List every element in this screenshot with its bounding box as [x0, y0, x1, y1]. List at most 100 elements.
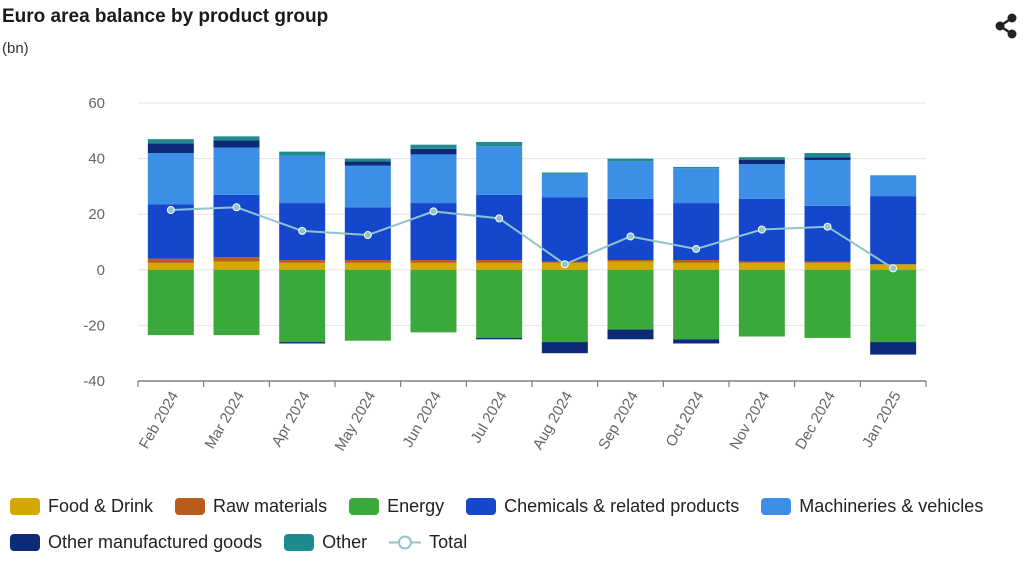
total-point [363, 231, 372, 240]
bar-segment-energy [541, 269, 588, 343]
bar-segment-machineries-vehicles [607, 161, 654, 199]
bar-segment-raw-materials [410, 260, 457, 263]
bar-segment-other-manufactured-goods [607, 329, 654, 340]
bar-segment-energy [804, 269, 851, 338]
bar-segment-other-manufactured-goods [738, 159, 785, 165]
legend-label: Other [322, 531, 368, 552]
total-point [298, 226, 307, 235]
total-point [429, 207, 438, 216]
x-tick-label: Mar 2024 [202, 389, 248, 452]
y-tick-label: 60 [88, 95, 105, 112]
x-tick-label: Jan 2025 [859, 389, 905, 451]
bar-segment-food-drink [673, 262, 720, 270]
bar-segment-energy [279, 269, 326, 343]
bar-segment-chemicals-related-products [870, 196, 917, 265]
total-point [889, 264, 898, 273]
bar-segment-other-manufactured-goods [410, 148, 457, 155]
x-tick-label: Aug 2024 [529, 389, 576, 453]
y-tick-label: 0 [97, 262, 105, 279]
x-tick-label: Jul 2024 [468, 388, 511, 446]
bar-segment-other-manufactured-goods [213, 140, 260, 148]
legend-label: Food & Drink [48, 495, 154, 516]
legend-swatch [466, 497, 497, 515]
bar-segment-chemicals-related-products [607, 198, 654, 261]
y-tick-label: 20 [88, 206, 105, 223]
bar-segment-machineries-vehicles [476, 146, 523, 195]
bar-segment-energy [213, 269, 260, 336]
bar-segment-other-manufactured-goods [673, 339, 720, 344]
x-tick-label: Dec 2024 [792, 389, 839, 453]
chart-title: Euro area balance by product group [2, 6, 329, 27]
legend-label: Raw materials [213, 495, 328, 516]
x-tick-label: Oct 2024 [662, 389, 707, 450]
legend-swatch [284, 533, 315, 551]
bar-segment-raw-materials [279, 260, 326, 263]
legend-swatch [349, 497, 380, 515]
bar-segment-other-manufactured-goods [476, 337, 523, 340]
legend-label: Machineries & vehicles [799, 495, 984, 516]
bar-segment-energy [147, 269, 194, 336]
bar-segment-machineries-vehicles [673, 168, 720, 204]
total-point [495, 214, 504, 223]
bar-segment-machineries-vehicles [870, 175, 917, 197]
x-tick-label: Feb 2024 [136, 389, 182, 452]
total-line [170, 206, 894, 270]
legend-item-other-manufactured-goods[interactable]: Other manufactured goods [10, 532, 262, 553]
legend-item-chemicals-related-products[interactable]: Chemicals & related products [466, 496, 739, 517]
chart-legend: Food & Drink Raw materials Energy Chemicals… [10, 488, 1020, 560]
legend-swatch [10, 533, 40, 551]
total-point [166, 206, 175, 215]
bar-segment-food-drink [147, 262, 194, 270]
bar-segment-other [607, 158, 654, 162]
legend-item-other[interactable]: Other [284, 532, 367, 553]
bar-segment-food-drink [476, 262, 523, 270]
bar-segment-other-manufactured-goods [870, 342, 917, 355]
legend-label: Chemicals & related products [504, 495, 740, 516]
total-point [232, 203, 241, 212]
legend-line-swatch [389, 535, 422, 549]
bar-segment-food-drink [607, 261, 654, 270]
bar-segment-raw-materials [607, 260, 654, 262]
chart-unit-label: (bn) [2, 40, 29, 57]
bar-segment-energy [870, 269, 917, 343]
bar-segment-raw-materials [147, 258, 194, 263]
bar-segment-machineries-vehicles [804, 159, 851, 206]
legend-label: Energy [387, 495, 445, 516]
legend-label: Other manufactured goods [48, 531, 263, 552]
x-tick-label: Nov 2024 [726, 389, 773, 453]
bar-segment-other [344, 158, 391, 162]
bar-segment-other-manufactured-goods [279, 342, 326, 344]
legend-label: Total [429, 531, 468, 552]
legend-row: Food & Drink Raw materials Energy Chemicals… [10, 488, 1020, 524]
legend-item-machineries-vehicles[interactable]: Machineries & vehicles [761, 496, 983, 517]
bar-segment-food-drink [344, 262, 391, 270]
legend-swatch [10, 497, 40, 515]
bar-segment-other-manufactured-goods [804, 157, 851, 160]
legend-item-energy[interactable]: Energy [349, 496, 444, 517]
bar-segment-energy [607, 269, 654, 330]
bar-segment-other [147, 139, 194, 144]
bar-segment-machineries-vehicles [213, 147, 260, 195]
bar-segment-machineries-vehicles [344, 165, 391, 208]
x-tick-label: Jun 2024 [399, 389, 445, 451]
bar-segment-raw-materials [476, 260, 523, 263]
bar-segment-machineries-vehicles [541, 173, 588, 198]
bar-segment-machineries-vehicles [410, 154, 457, 204]
bar-segment-other [673, 166, 720, 169]
bar-segment-chemicals-related-products [476, 194, 523, 261]
legend-item-food-drink[interactable]: Food & Drink [10, 496, 153, 517]
legend-swatch [761, 497, 792, 515]
x-tick-label: Apr 2024 [268, 389, 313, 450]
bar-segment-chemicals-related-products [541, 197, 588, 262]
legend-item-total[interactable]: Total [389, 532, 467, 553]
bar-segment-food-drink [410, 262, 457, 270]
bar-segment-energy [344, 269, 391, 341]
legend-item-raw-materials[interactable]: Raw materials [175, 496, 327, 517]
share-icon[interactable] [990, 10, 1022, 42]
y-tick-label: 40 [88, 151, 105, 168]
bar-segment-food-drink [279, 262, 326, 270]
bar-segment-food-drink [738, 262, 785, 270]
bar-segment-raw-materials [344, 260, 391, 263]
bar-segment-other [541, 172, 588, 174]
bar-segment-other-manufactured-goods [147, 143, 194, 154]
